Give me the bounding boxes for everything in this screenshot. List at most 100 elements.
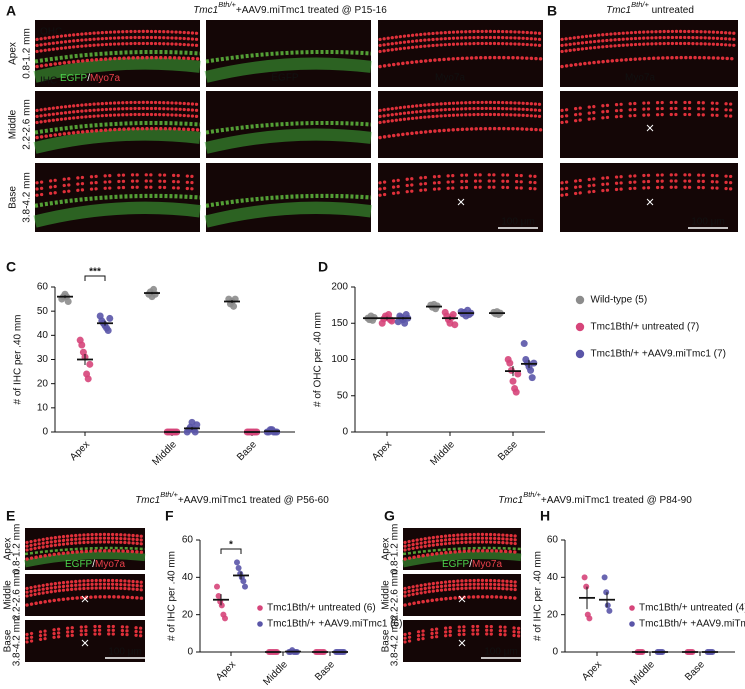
panel-label: C	[6, 259, 16, 275]
data-point	[222, 615, 228, 622]
data-point	[514, 370, 522, 378]
region-range: 0.8-1.2 mm	[390, 524, 401, 575]
egfp-signal	[204, 128, 372, 154]
egfp-signal	[24, 546, 146, 556]
region-label: Middle	[8, 109, 19, 139]
y-axis-label: # of IHC per .40 mm	[13, 314, 24, 404]
x-tick-label: Base	[235, 439, 259, 463]
y-tick-label: 0	[187, 647, 193, 658]
y-tick-label: 40	[182, 572, 194, 583]
significance-bracket	[84, 275, 106, 281]
hair-cell-row	[35, 100, 200, 112]
hair-cell-row	[25, 536, 145, 548]
y-tick-label: 0	[42, 427, 48, 438]
hair-cell-row	[35, 106, 200, 119]
data-point	[64, 298, 72, 305]
data-point	[235, 565, 242, 571]
hair-cell-row	[403, 540, 521, 552]
hair-cell-row	[25, 586, 145, 598]
x-tick-label: Apex	[68, 439, 92, 463]
panel-title: Tmc1Bth/++AAV9.miTmc1 treated @ P56-60	[135, 490, 329, 505]
region-label: Apex	[3, 538, 14, 561]
data-point	[215, 593, 222, 599]
data-point	[509, 377, 517, 385]
data-point	[603, 589, 610, 596]
title-part: Bth/+	[631, 0, 649, 9]
hair-cell-row	[403, 586, 521, 598]
data-point	[214, 583, 220, 590]
stain-myo: Myo7a	[90, 73, 120, 84]
data-point	[388, 317, 396, 325]
y-tick-label: 60	[547, 535, 559, 546]
panel-label: E	[6, 508, 15, 524]
y-axis-label: # of IHC per .40 mm	[533, 551, 544, 641]
stain-egfp: EGFP	[65, 559, 93, 570]
y-axis-label: # of OHC per .40 mm	[313, 312, 324, 407]
x-tick-label: Base	[313, 659, 337, 683]
egfp-signal	[33, 128, 201, 154]
hair-cell-row	[378, 185, 543, 197]
title-part: +AAV9.miTmc1 treated @ P15-16	[236, 5, 387, 16]
region-label: Base	[3, 629, 14, 652]
hair-cell-row	[35, 29, 200, 41]
region-range: 3.8-4.2 mm	[22, 172, 33, 223]
y-axis-label: # of IHC per .40 mm	[167, 551, 178, 641]
ihc-label: IHC	[40, 76, 57, 87]
hair-cell-row	[403, 624, 521, 636]
y-tick-label: 20	[182, 609, 194, 620]
data-point	[242, 583, 248, 590]
region-label: Base	[8, 186, 19, 209]
significance-label: *	[229, 540, 233, 551]
y-tick-label: 150	[331, 318, 348, 329]
legend-label: Wild-type (5)	[591, 295, 648, 306]
hair-cell-row	[25, 540, 145, 552]
hair-cell-row	[378, 35, 543, 48]
panel-label: B	[547, 3, 557, 19]
data-point	[520, 340, 528, 348]
title-part: Bth/+	[523, 490, 541, 499]
data-point	[84, 375, 92, 383]
data-point	[583, 583, 590, 590]
hair-cell-row	[35, 179, 200, 191]
hair-cell-row	[25, 632, 145, 644]
data-point	[104, 327, 112, 334]
region-range: 2.2-2.6 mm	[22, 99, 33, 150]
hair-cell-row	[35, 55, 200, 69]
legend-marker	[257, 621, 263, 627]
hair-cell-row	[25, 532, 145, 544]
hair-cell-row	[403, 632, 521, 644]
legend-label: Tmc1Bth/+ untreated (6)	[267, 603, 376, 614]
hair-cell-row	[403, 578, 521, 590]
hair-cell-row	[560, 185, 738, 197]
x-tick-label: Middle	[428, 439, 457, 468]
x-tick-label: Apex	[214, 659, 238, 683]
stain-label: EGFP/Myo7a	[65, 559, 125, 570]
hair-cell-row	[560, 55, 738, 69]
stain-myo: Myo7a	[435, 73, 465, 84]
stain-egfp: EGFP	[271, 73, 299, 84]
significance-bracket	[220, 548, 242, 554]
scale-bar-label: 100 μm	[108, 647, 142, 658]
missing-marker	[646, 198, 654, 206]
hair-cell-row	[378, 55, 543, 69]
egfp-signal	[34, 120, 201, 135]
hair-cell-row	[35, 126, 200, 140]
stain-sep: /	[469, 559, 472, 570]
ohc-label: OHC	[40, 27, 62, 38]
hair-cell-row	[378, 106, 543, 119]
panel-label: F	[165, 508, 174, 524]
hair-cell-row	[560, 106, 738, 119]
hair-cell-row	[560, 35, 738, 48]
scale-bar-label: 100 μm	[484, 647, 518, 658]
title-part: untreated	[649, 5, 694, 16]
x-tick-label: Middle	[261, 659, 290, 688]
data-point	[606, 607, 613, 614]
data-point	[527, 366, 535, 374]
scale-bar-label: 100 μm	[691, 217, 725, 228]
egfp-signal	[402, 551, 522, 568]
region-label: Middle	[381, 580, 392, 610]
hair-cell-row	[560, 100, 738, 112]
y-tick-label: 60	[182, 535, 194, 546]
legend-marker	[575, 349, 585, 359]
